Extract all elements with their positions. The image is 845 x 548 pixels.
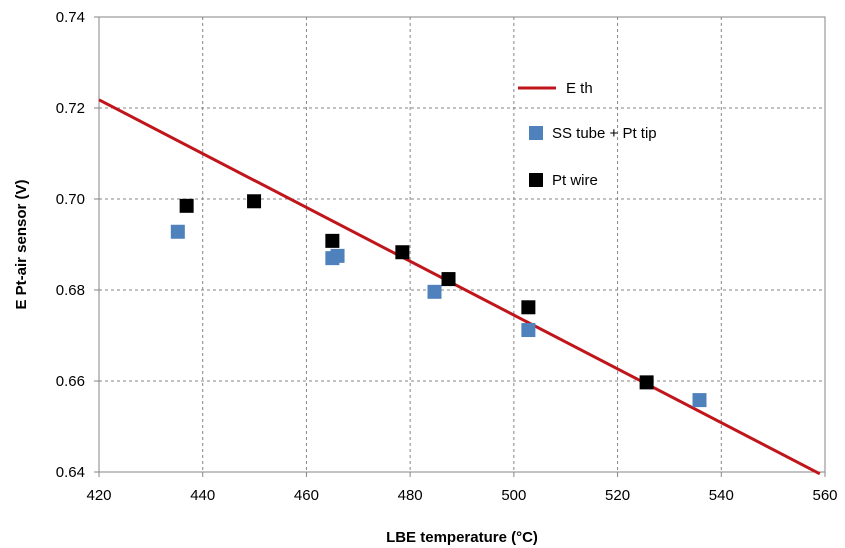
point-ss-tube: [427, 284, 442, 299]
y-axis-title: E Pt-air sensor (V): [13, 179, 30, 309]
y-tick-label: 0.72: [56, 100, 85, 117]
x-axis-title: LBE temperature (°C): [386, 529, 538, 546]
point-pt-wire: [639, 375, 654, 390]
y-tick-label: 0.70: [56, 191, 85, 208]
x-tick-label: 560: [812, 487, 837, 504]
x-tick-label: 540: [709, 487, 734, 504]
legend-label: Pt wire: [552, 172, 598, 189]
legend-label: SS tube + Pt tip: [552, 125, 657, 142]
legend-label: E th: [566, 80, 593, 97]
point-pt-wire: [325, 233, 340, 248]
y-tick-label: 0.66: [56, 373, 85, 390]
x-tick-label: 440: [190, 487, 215, 504]
point-pt-wire: [521, 300, 536, 315]
legend: E th SS tube + Pt tip Pt wire: [518, 80, 657, 189]
plot-frame: [98, 16, 826, 473]
point-pt-wire: [247, 194, 262, 209]
point-pt-wire: [441, 272, 456, 287]
y-axis-ticks: 0.64 0.66 0.68 0.70 0.72 0.74: [56, 9, 99, 481]
x-axis-ticks: 420 440 460 480 500 520 540 560: [86, 472, 838, 504]
x-tick-label: 480: [398, 487, 423, 504]
legend-swatch-marker: [529, 126, 543, 140]
point-ss-tube: [692, 393, 707, 408]
x-tick-label: 500: [501, 487, 526, 504]
y-tick-label: 0.68: [56, 282, 85, 299]
y-tick-label: 0.74: [56, 9, 85, 26]
x-tick-label: 520: [605, 487, 630, 504]
x-tick-label: 460: [294, 487, 319, 504]
grid: [98, 16, 826, 473]
point-ss-tube: [170, 224, 185, 239]
point-ss-tube: [521, 323, 536, 338]
legend-swatch-marker: [529, 173, 543, 187]
x-tick-label: 420: [86, 487, 111, 504]
point-pt-wire: [395, 245, 410, 260]
point-pt-wire: [179, 198, 194, 213]
point-ss-tube: [330, 248, 345, 263]
y-tick-label: 0.64: [56, 464, 85, 481]
series-layer: [98, 98, 821, 476]
series-line-e-th: [98, 98, 821, 476]
